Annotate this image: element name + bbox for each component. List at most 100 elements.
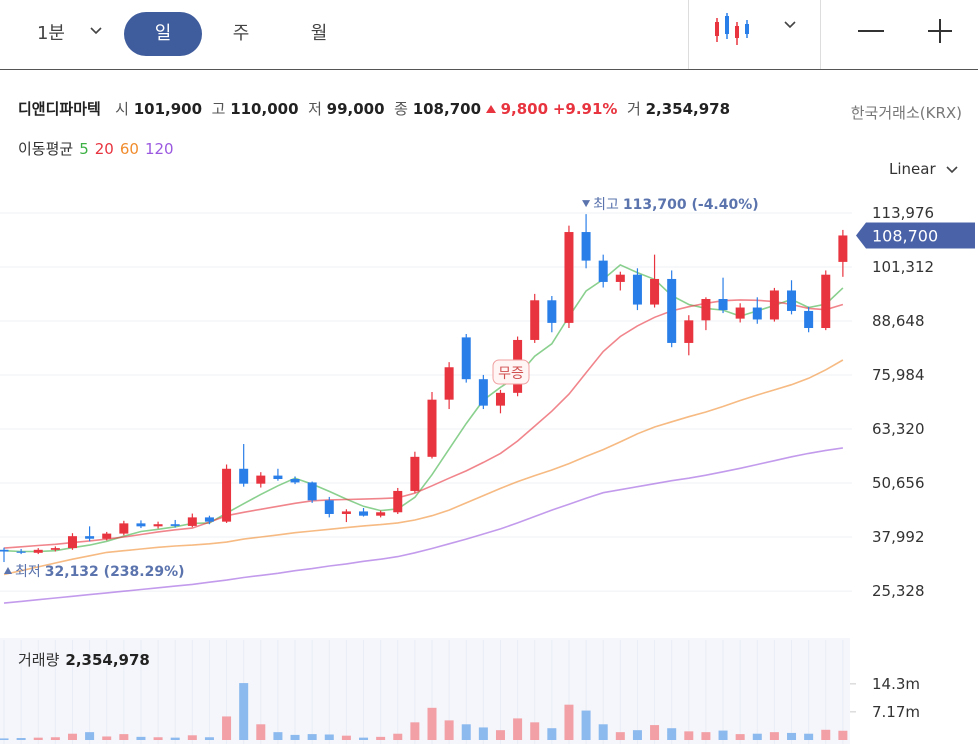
- field-label: 시: [115, 100, 129, 118]
- volume-bar: [273, 732, 283, 740]
- legend-entry: 20: [94, 140, 114, 158]
- candle-body: [769, 290, 779, 320]
- candle-body: [50, 548, 60, 550]
- interval-button[interactable]: 주: [232, 23, 250, 44]
- volume-bar: [735, 734, 745, 740]
- y-tick-label: 88,648: [872, 312, 925, 330]
- volume-bar: [341, 735, 351, 740]
- chart-type-icon[interactable]: [712, 12, 752, 48]
- y-tick-label: 50,656: [872, 474, 925, 492]
- interval-button[interactable]: 1분: [36, 23, 65, 44]
- scale-mode-label: Linear: [889, 160, 936, 178]
- volume-bar: [547, 728, 557, 740]
- candle-body: [427, 399, 437, 457]
- volume-bar: [530, 722, 540, 740]
- divider: [688, 0, 689, 69]
- y-tick-label: 113,976: [872, 204, 934, 222]
- volume-panel: [0, 638, 850, 744]
- ma-line: [3, 447, 844, 604]
- volume-bar: [170, 737, 180, 740]
- volume-bar: [752, 733, 762, 740]
- candle-body: [0, 549, 9, 552]
- ma-line: [3, 299, 844, 549]
- volume-bar: [804, 733, 814, 740]
- scale-mode[interactable]: Linear: [889, 160, 936, 178]
- volume-bar: [410, 722, 420, 740]
- volume-bar: [718, 730, 728, 740]
- candle-body: [752, 307, 762, 320]
- zoom-buttons[interactable]: [856, 16, 956, 46]
- candle-body: [632, 274, 642, 305]
- volume-bar: [290, 734, 300, 740]
- exchange: 한국거래소(KRX): [850, 104, 962, 122]
- volume-bar: [701, 732, 711, 740]
- annotation: 최고 113,700 (-4.40%): [593, 197, 759, 213]
- volume-bar: [667, 728, 677, 740]
- price-tag: [856, 222, 975, 249]
- chevron[interactable]: [945, 165, 959, 175]
- volume-bar: [684, 731, 694, 740]
- candle-body: [290, 479, 300, 483]
- field-label: 고: [211, 100, 226, 118]
- volume-tick-label: 14.3m: [872, 675, 920, 693]
- legend-entry: 60: [119, 140, 139, 158]
- candle-body: [307, 482, 317, 501]
- annotation-label: 최고: [593, 197, 619, 213]
- candle-body: [410, 456, 420, 491]
- candle-body: [564, 232, 574, 323]
- volume-bar: [427, 707, 437, 740]
- candle-body: [581, 232, 591, 261]
- volume-bar: [359, 737, 369, 740]
- y-tick-label: 63,320: [872, 420, 925, 438]
- volume-bar: [632, 730, 642, 740]
- candle-body: [16, 551, 26, 553]
- volume-bar: [564, 704, 574, 740]
- volume-bar: [67, 733, 77, 740]
- ma-title: 이동평균: [18, 140, 74, 158]
- interval-button[interactable]: 일: [124, 12, 202, 56]
- interval-button[interactable]: 월: [310, 23, 328, 44]
- candle-body: [598, 260, 608, 282]
- volume-bar: [598, 724, 608, 740]
- candle-body: [33, 549, 43, 553]
- candle-body: [359, 511, 369, 516]
- volume-bar: [615, 732, 625, 740]
- chevron[interactable]: [783, 20, 797, 30]
- volume-bar: [769, 732, 779, 740]
- y-tick-label: 25,328: [872, 582, 925, 600]
- candle-body: [153, 524, 163, 527]
- candle-body: [376, 512, 386, 516]
- annotation-value: 113,700 (-4.40%): [623, 197, 759, 213]
- candle-body: [324, 500, 334, 514]
- annotation-value: 32,132 (238.29%): [45, 564, 185, 580]
- candle-body: [67, 536, 77, 549]
- volume-bar: [444, 720, 454, 740]
- candle-body: [513, 339, 523, 393]
- field-value: 2,354,978: [645, 100, 731, 118]
- change: 9,800: [500, 100, 549, 118]
- volume-bar: [153, 737, 163, 740]
- ma-legend: 이동평균 5 20 60 120: [18, 138, 174, 159]
- field-value: 99,000: [326, 100, 385, 118]
- field-value: 108,700: [412, 100, 482, 118]
- candle-body: [547, 300, 557, 323]
- candle-body: [256, 475, 266, 484]
- event-badge: [492, 359, 530, 385]
- candle-body: [239, 468, 249, 484]
- annotation-arrow: [4, 567, 12, 575]
- candle-body: [119, 523, 129, 534]
- annotation-label: 최저: [15, 564, 41, 580]
- event-label: 무증: [498, 366, 524, 382]
- candle-body: [444, 367, 454, 400]
- volume-bar: [393, 733, 403, 740]
- divider: [820, 0, 821, 69]
- volume-title: 거래량 2,354,978: [18, 651, 150, 669]
- volume-total: 2,354,978: [65, 651, 149, 669]
- volume-bar: [821, 729, 831, 740]
- volume-bar: [187, 735, 197, 740]
- stock-name: 디앤디파마텍: [18, 100, 101, 118]
- volume-bar: [495, 730, 505, 740]
- candle-body: [102, 533, 112, 539]
- volume-bar: [102, 736, 112, 740]
